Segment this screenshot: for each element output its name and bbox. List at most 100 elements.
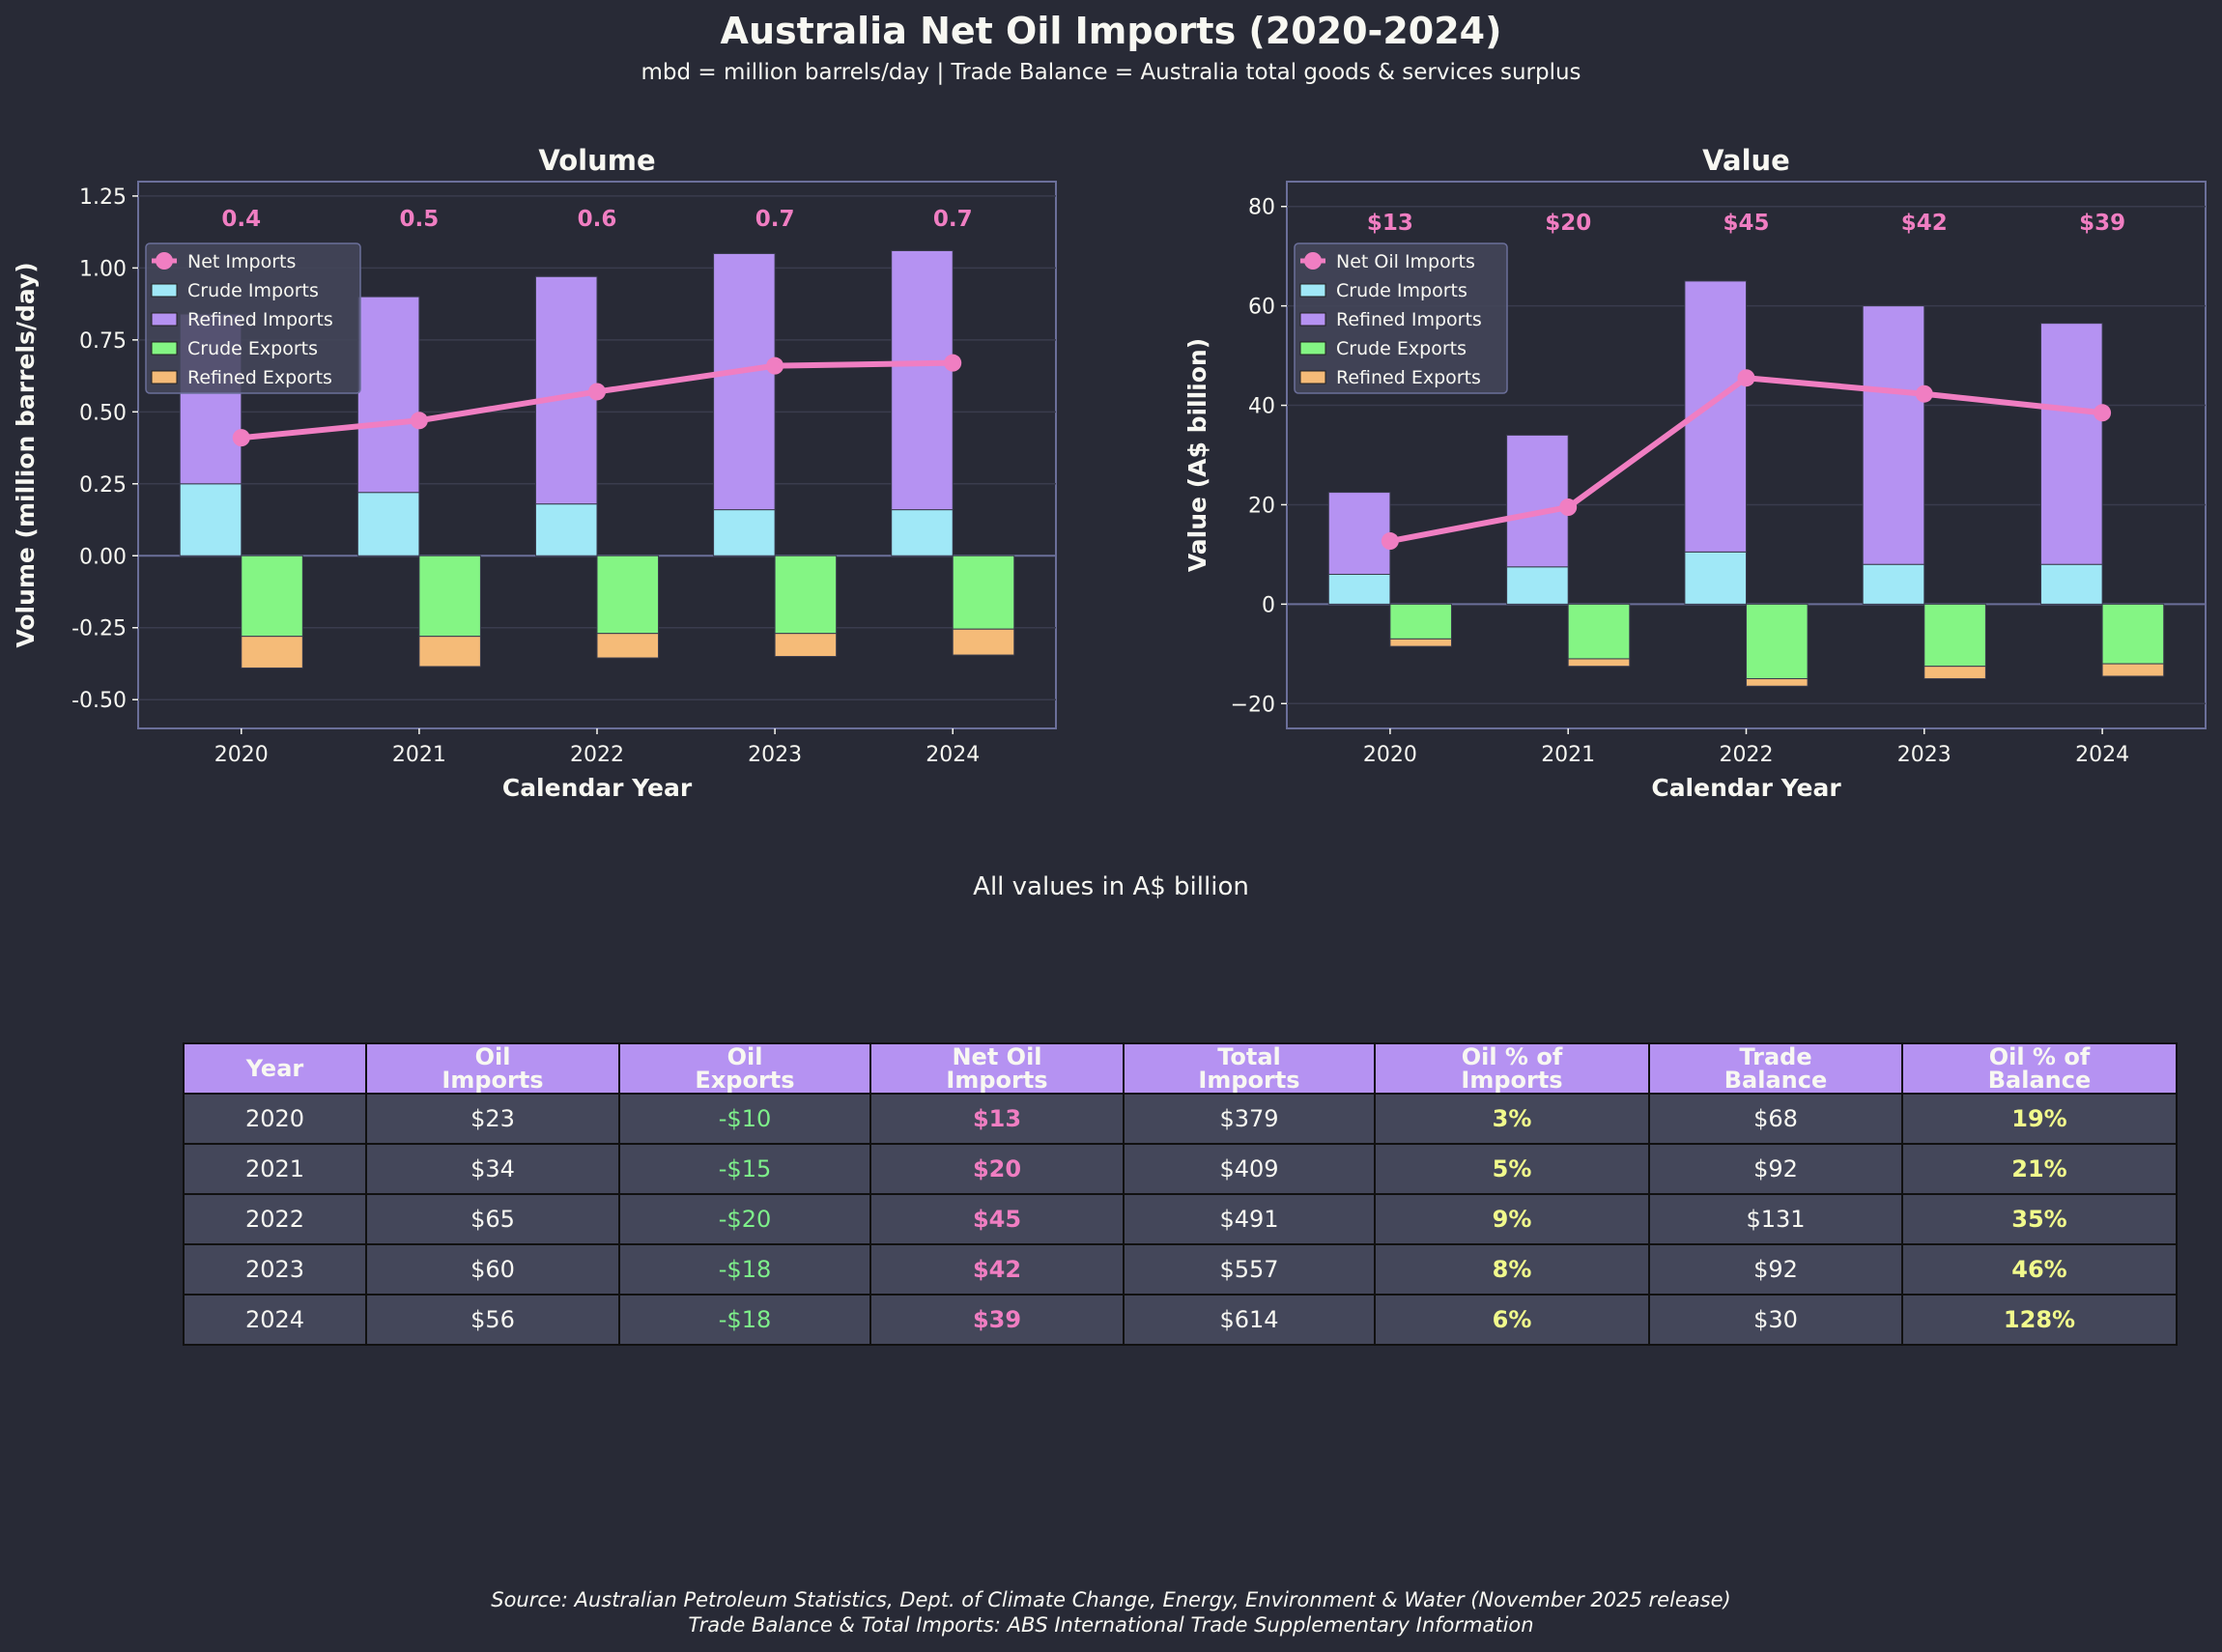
data-label: 0.5 — [400, 207, 440, 232]
chart-subtitle: mbd = million barrels/day | Trade Balanc… — [641, 60, 1581, 85]
table-header-cell: Trade Balance — [1648, 1042, 1903, 1095]
table-cell: 35% — [1901, 1193, 2178, 1245]
bar-crude-exports — [952, 555, 1015, 630]
bar-refined-imports — [713, 252, 776, 511]
table-cell: 2023 — [183, 1243, 367, 1296]
legend-swatch-icon — [151, 341, 178, 356]
x-axis-label: Calendar Year — [502, 774, 693, 802]
x-axis-label: Calendar Year — [1651, 774, 1841, 802]
bar-refined-imports — [891, 249, 954, 511]
y-tick-label: −20 — [1231, 693, 1275, 717]
table-cell: 8% — [1374, 1243, 1650, 1296]
x-tick-label: 2021 — [392, 743, 446, 767]
table-cell: $45 — [869, 1193, 1125, 1245]
table-cell: $92 — [1648, 1143, 1903, 1195]
table-cell: $557 — [1123, 1243, 1376, 1296]
data-label: 0.4 — [221, 207, 261, 232]
legend-label: Crude Imports — [1336, 280, 1467, 301]
bar-refined-exports — [418, 636, 481, 668]
table-cell: $491 — [1123, 1193, 1376, 1245]
data-table: Year Oil Imports Oil Exports Net Oil Imports To… — [183, 1042, 2178, 1346]
table-cell: 46% — [1901, 1243, 2178, 1296]
table-header-row: Year Oil Imports Oil Exports Net Oil Imports To… — [183, 1042, 2178, 1095]
bar-crude-exports — [1746, 603, 1809, 680]
table-row: 2021 $34 -$15 $20 $409 5% $92 21% — [183, 1143, 2178, 1195]
bar-crude-imports — [1506, 566, 1569, 605]
bar-crude-imports — [356, 492, 420, 556]
bar-refined-exports — [952, 628, 1015, 656]
bar-crude-imports — [179, 483, 242, 556]
table-cell: $60 — [365, 1243, 620, 1296]
y-tick-label: 0.75 — [79, 329, 127, 354]
chart-title: Australia Net Oil Imports (2020-2024) — [720, 10, 1502, 52]
legend-marker-icon — [156, 252, 173, 270]
bar-crude-exports — [2101, 603, 2165, 665]
legend-swatch-icon — [1299, 283, 1326, 298]
y-tick-label: 1.00 — [79, 257, 127, 281]
legend — [1294, 242, 1508, 394]
y-tick-label: -0.50 — [71, 689, 127, 713]
source-line-1: Source: Australian Petroleum Statistics,… — [491, 1588, 1731, 1611]
table-cell: 9% — [1374, 1193, 1650, 1245]
legend-swatch-icon — [151, 312, 178, 327]
table-header-cell: Oil Exports — [618, 1042, 871, 1095]
y-tick-label: 0.50 — [79, 401, 127, 425]
net-imports-point — [2094, 404, 2112, 422]
bar-refined-exports — [1567, 658, 1631, 668]
table-cell: $614 — [1123, 1294, 1376, 1346]
x-tick-label: 2021 — [1541, 743, 1595, 767]
bar-crude-exports — [1389, 603, 1452, 640]
table-cell: -$15 — [618, 1143, 871, 1195]
x-tick-label: 2024 — [926, 743, 980, 767]
net-imports-point — [232, 429, 250, 447]
data-label: $42 — [1901, 211, 1948, 236]
y-tick-label: -0.25 — [71, 617, 127, 641]
data-label: $20 — [1545, 211, 1591, 236]
table-cell: $68 — [1648, 1093, 1903, 1145]
table-caption: All values in A$ billion — [973, 872, 1249, 901]
y-tick-label: 20 — [1248, 494, 1275, 518]
table-cell: 2021 — [183, 1143, 367, 1195]
bar-refined-imports — [356, 296, 420, 494]
x-tick-label: 2024 — [2075, 743, 2129, 767]
table-cell: 19% — [1901, 1093, 2178, 1145]
table-cell: 2022 — [183, 1193, 367, 1245]
table-cell: $131 — [1648, 1193, 1903, 1245]
y-tick-label: 1.25 — [79, 185, 127, 210]
table-cell: $42 — [869, 1243, 1125, 1296]
data-label: $13 — [1367, 211, 1413, 236]
legend-swatch-icon — [151, 370, 178, 385]
bar-crude-exports — [241, 555, 303, 638]
table-cell: $13 — [869, 1093, 1125, 1145]
legend-swatch-icon — [1299, 312, 1326, 327]
table-cell: $20 — [869, 1143, 1125, 1195]
table-cell: 3% — [1374, 1093, 1650, 1145]
table-cell: 2020 — [183, 1093, 367, 1145]
bar-refined-imports — [1327, 492, 1391, 575]
bar-refined-imports — [2040, 323, 2103, 565]
table-cell: 2024 — [183, 1294, 367, 1346]
table-row: 2024 $56 -$18 $39 $614 6% $30 128% — [183, 1294, 2178, 1346]
table-cell: 128% — [1901, 1294, 2178, 1346]
table-header-cell: Net Oil Imports — [869, 1042, 1125, 1095]
y-tick-label: 40 — [1248, 395, 1275, 419]
data-label: 0.6 — [578, 207, 617, 232]
net-imports-point — [1737, 369, 1755, 387]
y-tick-label: 0.00 — [79, 545, 127, 569]
table-header-cell: Oil % of Imports — [1374, 1042, 1650, 1095]
table-cell: 21% — [1901, 1143, 2178, 1195]
net-imports-point — [944, 354, 962, 372]
table-cell: $379 — [1123, 1093, 1376, 1145]
table-cell: $409 — [1123, 1143, 1376, 1195]
data-label: $45 — [1723, 211, 1769, 236]
net-imports-point — [1381, 532, 1399, 551]
bar-crude-exports — [1567, 603, 1631, 660]
table-header-cell: Oil Imports — [365, 1042, 620, 1095]
subplot-title: Volume — [538, 144, 655, 177]
bar-refined-exports — [2101, 663, 2165, 677]
table-cell: $39 — [869, 1294, 1125, 1346]
table-row: 2020 $23 -$10 $13 $379 3% $68 19% — [183, 1093, 2178, 1145]
table-header-cell: Total Imports — [1123, 1042, 1376, 1095]
bar-crude-exports — [596, 555, 660, 635]
chart-volume: -0.50 -0.25 0.00 0.25 0.50 0.75 1.00 1.25 2020 20… — [12, 144, 1057, 802]
